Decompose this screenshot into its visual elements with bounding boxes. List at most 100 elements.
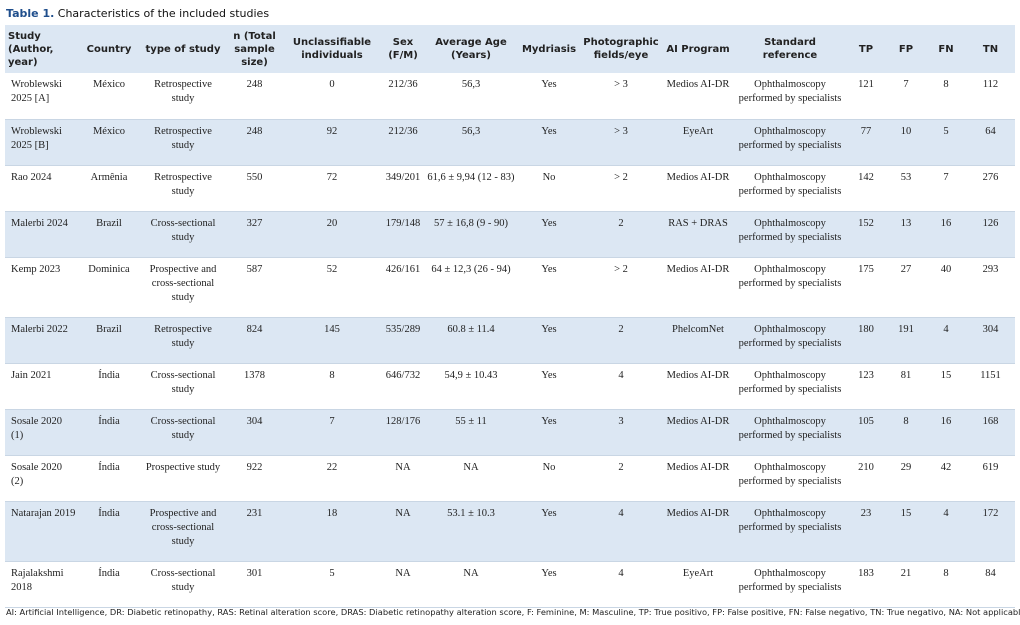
- table-cell: 15: [926, 363, 966, 410]
- table-cell: Ophthalmoscopy performed by specialists: [734, 561, 846, 608]
- table-cell: NA: [382, 561, 424, 608]
- table-cell: Yes: [518, 317, 580, 364]
- column-header: Photographic fields/eye: [580, 25, 662, 73]
- table-cell: Ophthalmoscopy performed by specialists: [734, 455, 846, 502]
- table-cell: 619: [966, 455, 1015, 502]
- table-cell: 587: [227, 257, 282, 318]
- column-header: n (Total sample size): [227, 25, 282, 73]
- table-cell: 4: [926, 501, 966, 562]
- table-cell: 191: [886, 317, 926, 364]
- table-cell: Medios AI-DR: [662, 165, 734, 212]
- table-row: Kemp 2023 Dominica Prospective and cross-s…: [5, 257, 1015, 318]
- column-header: Unclassifiable individuals: [282, 25, 382, 73]
- table-cell: 145: [282, 317, 382, 364]
- table-cell: 8: [926, 561, 966, 608]
- table-cell: Ophthalmoscopy performed by specialists: [734, 317, 846, 364]
- table-cell: 20: [282, 211, 382, 258]
- table-cell: Malerbi 2022: [5, 317, 79, 364]
- table-cell: 231: [227, 501, 282, 562]
- table-cell: Armênia: [79, 165, 139, 212]
- table-cell: Cross-sectional study: [139, 409, 227, 456]
- table-cell: 7: [886, 73, 926, 120]
- table-cell: Yes: [518, 363, 580, 410]
- table-cell: 4: [926, 317, 966, 364]
- table-cell: Medios AI-DR: [662, 257, 734, 318]
- table-cell: 16: [926, 409, 966, 456]
- table-cell: Brazil: [79, 317, 139, 364]
- table-cell: Retrospective study: [139, 119, 227, 166]
- table-cell: 168: [966, 409, 1015, 456]
- table-cell: Ophthalmoscopy performed by specialists: [734, 409, 846, 456]
- table-cell: Prospective and cross-sectional study: [139, 501, 227, 562]
- table-cell: 29: [886, 455, 926, 502]
- table-cell: NA: [424, 561, 518, 608]
- table-cell: Medios AI-DR: [662, 73, 734, 120]
- table-cell: 112: [966, 73, 1015, 120]
- table-cell: 54,9 ± 10.43: [424, 363, 518, 410]
- table-cell: Brazil: [79, 211, 139, 258]
- column-header: type of study: [139, 25, 227, 73]
- table-cell: 4: [580, 363, 662, 410]
- table-cell: 175: [846, 257, 886, 318]
- column-header: Sex (F/M): [382, 25, 424, 73]
- table-cell: Ophthalmoscopy performed by specialists: [734, 211, 846, 258]
- table-cell: NA: [382, 501, 424, 562]
- table-cell: 212/36: [382, 119, 424, 166]
- column-header: Average Age (Years): [424, 25, 518, 73]
- table-cell: 42: [926, 455, 966, 502]
- column-header: Standard reference: [734, 25, 846, 73]
- table-cell: Ophthalmoscopy performed by specialists: [734, 363, 846, 410]
- table-cell: No: [518, 455, 580, 502]
- table-cell: 183: [846, 561, 886, 608]
- table-row: Wroblewski 2025 [B] México Retrospective s…: [5, 119, 1015, 166]
- column-header: FN: [926, 25, 966, 73]
- table-cell: 550: [227, 165, 282, 212]
- table-cell: Prospective study: [139, 455, 227, 502]
- table-cell: 64: [966, 119, 1015, 166]
- table-cell: 4: [580, 561, 662, 608]
- table-cell: 180: [846, 317, 886, 364]
- table-cell: Prospective and cross-sectional study: [139, 257, 227, 318]
- table-cell: Yes: [518, 501, 580, 562]
- table-cell: 72: [282, 165, 382, 212]
- table-cell: 276: [966, 165, 1015, 212]
- caption-label: Table 1.: [6, 7, 55, 20]
- table-cell: Ophthalmoscopy performed by specialists: [734, 257, 846, 318]
- table-cell: 210: [846, 455, 886, 502]
- footnote: AI: Artificial Intelligence, DR: Diabeti…: [6, 607, 1020, 617]
- table-cell: Yes: [518, 73, 580, 120]
- table-cell: No: [518, 165, 580, 212]
- table-cell: 824: [227, 317, 282, 364]
- table-cell: Sosale 2020 (1): [5, 409, 79, 456]
- table-cell: 8: [886, 409, 926, 456]
- column-header: Study (Author, year): [5, 25, 79, 73]
- table-cell: Cross-sectional study: [139, 363, 227, 410]
- table-cell: 293: [966, 257, 1015, 318]
- table-cell: 8: [282, 363, 382, 410]
- table-cell: 21: [886, 561, 926, 608]
- table-cell: México: [79, 119, 139, 166]
- table-cell: 1151: [966, 363, 1015, 410]
- table-cell: Yes: [518, 257, 580, 318]
- table-cell: Wroblewski 2025 [B]: [5, 119, 79, 166]
- table-cell: 18: [282, 501, 382, 562]
- table-cell: 426/161: [382, 257, 424, 318]
- table-cell: 22: [282, 455, 382, 502]
- table-cell: 212/36: [382, 73, 424, 120]
- column-header: AI Program: [662, 25, 734, 73]
- table-cell: 16: [926, 211, 966, 258]
- table-cell: Ophthalmoscopy performed by specialists: [734, 119, 846, 166]
- header-row: Study (Author, year) Country type of study…: [5, 25, 1015, 73]
- column-header: Country: [79, 25, 139, 73]
- table-cell: 8: [926, 73, 966, 120]
- table-cell: 57 ± 16,8 (9 - 90): [424, 211, 518, 258]
- table-cell: Natarajan 2019: [5, 501, 79, 562]
- table-cell: Jain 2021: [5, 363, 79, 410]
- table-cell: 123: [846, 363, 886, 410]
- table-cell: 5: [926, 119, 966, 166]
- table-row: Malerbi 2024 Brazil Cross-sectional study 3…: [5, 211, 1015, 258]
- table-cell: NA: [424, 455, 518, 502]
- table-cell: Medios AI-DR: [662, 409, 734, 456]
- table-row: Jain 2021 Índia Cross-sectional study 1378 8…: [5, 363, 1015, 410]
